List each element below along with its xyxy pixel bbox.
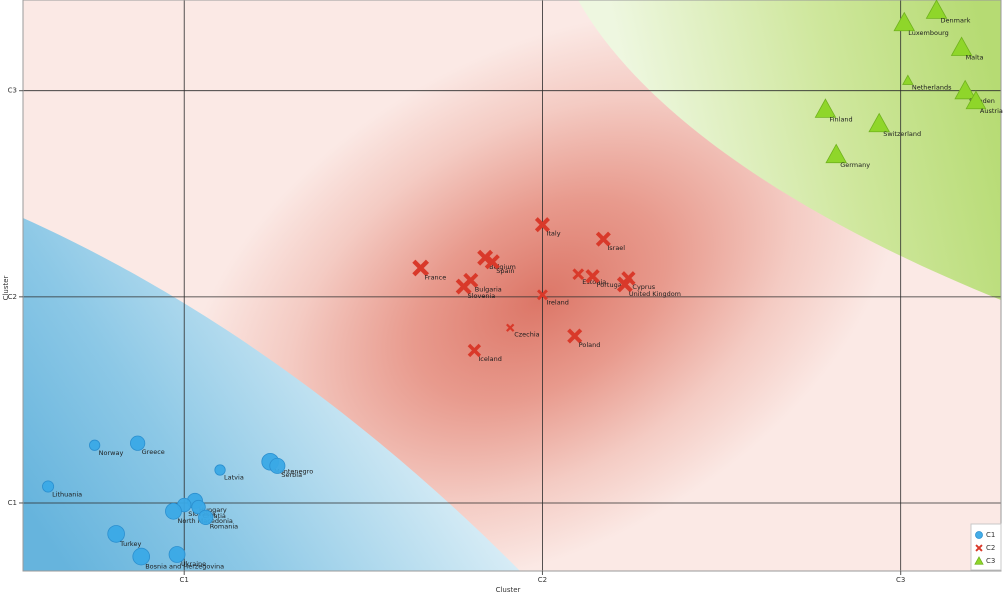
point-marker [616, 276, 633, 293]
point-marker [965, 90, 987, 110]
plot-frame [22, 0, 1002, 572]
point-label: Austria [980, 107, 1003, 115]
point-label: Portugal [597, 281, 624, 289]
y-axis-ticks: C1 C2 C3 [8, 87, 23, 507]
legend-label: C3 [986, 557, 995, 565]
point-marker [214, 464, 226, 476]
point-label: Ireland [546, 298, 568, 306]
legend-marker [975, 544, 983, 552]
point-marker [902, 74, 914, 85]
point-marker [868, 112, 890, 133]
point-marker [168, 546, 186, 563]
point-label: Israel [607, 244, 625, 252]
x-axis-ticks: C1 C2 C3 [180, 571, 905, 584]
point-label: Lithuania [52, 490, 82, 498]
point-marker [107, 525, 125, 543]
point-marker [42, 480, 55, 493]
point-marker [455, 278, 472, 295]
point-marker [484, 254, 500, 270]
point-marker [191, 499, 206, 515]
point-label: Cyprus [632, 283, 655, 291]
point-marker [572, 268, 585, 281]
point-marker [467, 343, 482, 358]
point-label: Italy [546, 230, 560, 238]
point-label: Poland [579, 341, 601, 349]
point-label: Ukraine [181, 560, 206, 568]
point-marker [925, 0, 948, 19]
point-label: Denmark [941, 16, 971, 24]
legend-label: C1 [986, 531, 995, 539]
legend: C1 C2 C3 [970, 523, 1002, 571]
point-label: Switzerland [883, 130, 921, 138]
point-label: Hungary [199, 506, 227, 514]
legend-marker [975, 531, 983, 539]
legend-box [970, 523, 1002, 571]
legend-marker [974, 556, 984, 565]
y-tick-label: C2 [8, 293, 17, 301]
point-label: Croatia [203, 512, 226, 520]
point-marker [506, 323, 515, 332]
point-label: Norway [99, 449, 124, 457]
point-marker [567, 328, 583, 344]
point-label: Serbia [281, 471, 302, 479]
point-label: Malta [966, 54, 984, 62]
point-marker [132, 547, 151, 566]
point-marker [537, 289, 548, 301]
x-tick-label: C1 [180, 576, 189, 584]
point-marker [585, 269, 600, 284]
point-label: Germany [840, 161, 870, 169]
point-marker [89, 439, 101, 451]
point-label: Finland [829, 115, 852, 123]
point-label: Luxembourg [908, 29, 949, 37]
point-marker [954, 79, 976, 100]
point-label: Iceland [478, 355, 502, 363]
point-label: Sweden [969, 97, 995, 105]
data-points: Norway Greece Lithuania Latvia MontenegroSer… [42, 0, 1003, 570]
y-tick-label: C3 [8, 87, 17, 95]
point-label: Romania [210, 522, 238, 530]
point-marker [412, 259, 430, 277]
x-tick-label: C3 [896, 576, 905, 584]
point-label: Belgium [489, 263, 516, 271]
x-axis-title: Cluster [496, 586, 521, 594]
point-marker [825, 143, 848, 164]
point-marker [814, 98, 837, 118]
point-label: Spain [496, 267, 514, 275]
point-label: Greece [142, 448, 165, 456]
point-marker [130, 435, 146, 451]
point-marker [534, 217, 550, 233]
point-marker [893, 11, 916, 32]
y-axis-title: Cluster [2, 275, 10, 300]
point-label: Montenegro [274, 468, 313, 476]
legend-label: C2 [986, 544, 995, 552]
point-label: Latvia [224, 474, 244, 482]
probability-regions [23, 0, 1001, 571]
series-c3: Denmark Luxembourg Malta Netherlands Sweden A… [814, 0, 1003, 169]
point-label: Estonia [582, 278, 606, 286]
point-marker [269, 457, 286, 474]
x-tick-label: C2 [538, 576, 547, 584]
point-label: France [425, 274, 447, 282]
point-label: Bulgaria [475, 285, 502, 293]
point-label: Bosnia and Herzegovina [145, 562, 224, 570]
y-tick-label: C1 [8, 499, 17, 507]
point-label: Czechia [514, 331, 539, 339]
series-c1: Norway Greece Lithuania Latvia MontenegroSer… [42, 435, 313, 570]
point-label: United Kingdom [629, 290, 681, 298]
point-label: Netherlands [912, 83, 952, 91]
point-marker [165, 502, 182, 520]
region-c1 [23, 218, 520, 571]
point-label: Slovenia [468, 292, 496, 300]
point-label: Turkey [119, 540, 141, 548]
point-marker [595, 231, 611, 247]
region-c3 [578, 0, 1001, 300]
point-marker [198, 509, 214, 526]
point-marker [950, 36, 973, 56]
